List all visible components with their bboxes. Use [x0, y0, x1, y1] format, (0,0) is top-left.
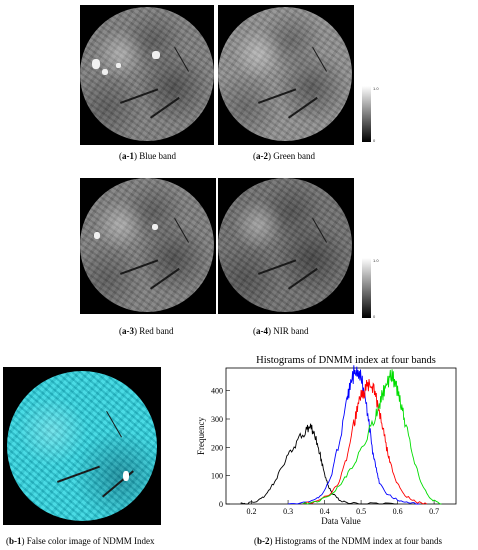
x-tick-label: 0.7 — [429, 507, 439, 516]
caption-a3: (a-3) Red band — [119, 326, 174, 336]
x-tick-label: 0.2 — [247, 507, 257, 516]
false-color-image — [7, 371, 157, 521]
colorbar-top-min: 0 — [373, 138, 376, 143]
y-tick-label: 100 — [211, 472, 223, 481]
colorbar-top — [362, 86, 371, 142]
y-tick-label: 200 — [211, 443, 223, 452]
caption-a1: (a-1) Blue band — [119, 151, 176, 161]
caption-b2: (b-2) Histograms of the NDMM index at fo… — [254, 536, 442, 546]
caption-a2: (a-2) Green band — [253, 151, 315, 161]
green-band-image — [218, 7, 352, 141]
x-tick-label: 0.6 — [393, 507, 403, 516]
colorbar-bottom-min: 0 — [373, 314, 376, 319]
panel-red-band — [80, 178, 216, 314]
histogram-series-0 — [240, 423, 398, 505]
colorbar-bottom-max: 1.0 — [373, 258, 379, 263]
x-tick-label: 0.3 — [283, 507, 293, 516]
colorbar-top-max: 1.0 — [373, 86, 379, 91]
red-band-image — [80, 178, 214, 312]
panel-blue-band — [80, 5, 214, 145]
panel-green-band — [218, 5, 354, 145]
y-tick-label: 400 — [211, 387, 223, 396]
x-axis-label: Data Value — [321, 516, 361, 526]
histogram-chart: Histograms of DNMM index at four bands 0… — [196, 355, 457, 526]
histogram-series-2 — [302, 379, 428, 505]
histogram-series-1 — [288, 365, 420, 505]
histogram-series-3 — [302, 369, 442, 505]
y-tick-label: 0 — [219, 500, 223, 509]
nir-band-image — [218, 178, 352, 312]
blue-band-image — [80, 7, 214, 141]
caption-a4: (a-4) NIR band — [253, 326, 309, 336]
y-tick-label: 300 — [211, 415, 223, 424]
panel-nir-band — [218, 178, 354, 314]
x-tick-label: 0.4 — [320, 507, 330, 516]
colorbar-bottom — [362, 258, 371, 318]
y-axis-label: Frequency — [196, 417, 206, 455]
x-tick-label: 0.5 — [356, 507, 366, 516]
panel-false-color — [3, 367, 161, 525]
chart-title: Histograms of DNMM index at four bands — [256, 355, 436, 366]
caption-b1: (b-1) False color image of NDMM Index — [6, 536, 155, 546]
